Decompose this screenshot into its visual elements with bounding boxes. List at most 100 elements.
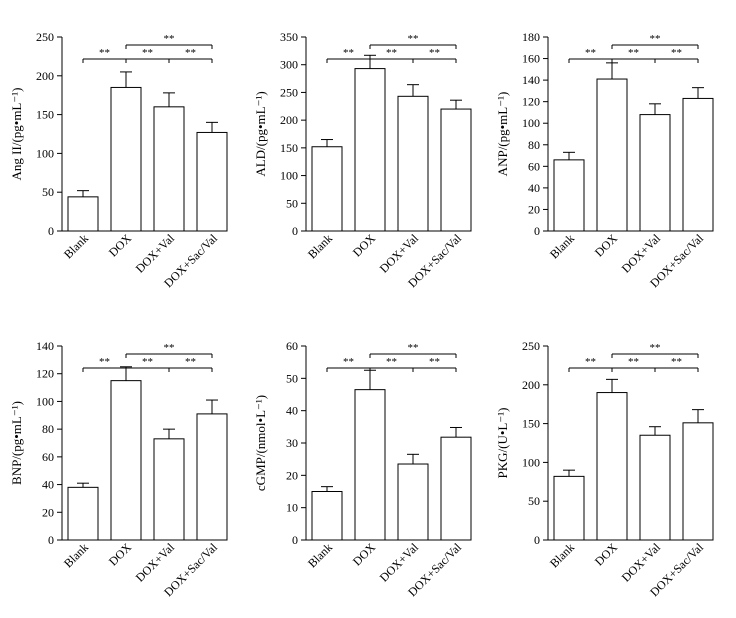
y-tick-label: 150 [36, 108, 54, 122]
significance-label: ** [142, 356, 153, 368]
y-tick-label: 200 [280, 113, 298, 127]
bar [397, 463, 429, 541]
category-label: DOX [350, 231, 379, 260]
significance-label: ** [343, 47, 354, 59]
y-tick-label: 10 [286, 501, 298, 515]
chart-panel-4: 0 20 40 60 80 100 120 140 BNP/(pg•mL⁻¹) Blank DOXD… [9, 339, 228, 599]
y-tick-label: 150 [280, 141, 298, 155]
y-tick-label: 140 [36, 339, 54, 353]
bar [153, 438, 185, 541]
significance-label: ** [185, 47, 196, 59]
y-tick-label: 200 [36, 69, 54, 83]
category-label: DOX [592, 540, 621, 569]
category-label: Blank [305, 540, 335, 570]
y-tick-label: 30 [286, 436, 298, 450]
significance-label: ** [628, 356, 639, 368]
significance-label: ** [585, 47, 596, 59]
bar [639, 114, 671, 232]
bar [440, 108, 472, 232]
y-axis-title: PKG/(U•L⁻¹) [495, 408, 510, 479]
bar [682, 422, 714, 541]
y-tick-label: 0 [292, 224, 298, 238]
y-tick-label: 100 [522, 116, 540, 130]
significance-label: ** [650, 342, 661, 354]
significance-label: ** [164, 342, 175, 354]
y-tick-label: 20 [286, 468, 298, 482]
category-label: DOX+Val [377, 231, 422, 276]
bar [311, 491, 343, 541]
significance-label: ** [99, 356, 110, 368]
y-tick-label: 250 [36, 30, 54, 44]
bar [153, 106, 185, 232]
y-tick-label: 100 [280, 169, 298, 183]
category-label: Blank [61, 231, 91, 261]
y-tick-label: 60 [42, 450, 54, 464]
category-label: DOX+Val [377, 540, 422, 585]
category-label: Blank [61, 540, 91, 570]
significance-label: ** [386, 356, 397, 368]
y-tick-label: 50 [528, 494, 540, 508]
y-axis-title: ANP/(pg•mL⁻¹) [495, 92, 510, 177]
significance-label: ** [408, 33, 419, 45]
y-axis-title: ALD/(pg•mL⁻¹) [253, 91, 268, 176]
chart-panel-5: 0 10 20 30 40 50 60 cGMP/(nmol•L⁻¹) Blank DOXDOX+… [253, 339, 472, 599]
category-label: DOX [106, 540, 135, 569]
significance-label: ** [671, 47, 682, 59]
y-tick-label: 160 [522, 52, 540, 66]
significance-label: ** [185, 356, 196, 368]
y-tick-label: 120 [36, 367, 54, 381]
bar [440, 436, 472, 541]
y-tick-label: 0 [534, 533, 540, 547]
bar [397, 95, 429, 232]
bar [196, 131, 228, 232]
category-label: DOX [350, 540, 379, 569]
significance-label: ** [386, 47, 397, 59]
bar [110, 86, 142, 232]
bar [596, 392, 628, 541]
bar [311, 146, 343, 232]
y-tick-label: 60 [286, 339, 298, 353]
significance-label: ** [408, 342, 419, 354]
y-tick-label: 80 [42, 422, 54, 436]
y-tick-label: 150 [522, 417, 540, 431]
y-tick-label: 40 [286, 404, 298, 418]
chart-panel-1: 0 50 100 150 200 250 Ang II/(pg•mL⁻¹) Blank DOXD… [9, 30, 228, 290]
y-tick-label: 50 [42, 185, 54, 199]
category-label: DOX [106, 231, 135, 260]
chart-panel-6: 0 50 100 150 200 250 PKG/(U•L⁻¹) Blank DOXDOX+Va… [495, 339, 714, 599]
y-tick-label: 50 [286, 196, 298, 210]
category-label: DOX [592, 231, 621, 260]
significance-label: ** [164, 33, 175, 45]
bar [110, 380, 142, 541]
y-tick-label: 0 [534, 224, 540, 238]
significance-label: ** [429, 356, 440, 368]
y-tick-label: 40 [42, 478, 54, 492]
y-tick-label: 120 [522, 95, 540, 109]
significance-label: ** [671, 356, 682, 368]
category-label: Blank [547, 231, 577, 261]
y-tick-label: 20 [528, 202, 540, 216]
category-label: DOX+Val [133, 540, 178, 585]
y-tick-label: 80 [528, 138, 540, 152]
category-label: DOX+Val [619, 231, 664, 276]
significance-label: ** [142, 47, 153, 59]
chart-panel-3: 0 20 40 60 80 100 120 140 160 180 ANP/(pg•mL⁻¹) Bla… [495, 30, 714, 290]
bar [196, 413, 228, 541]
bar [354, 389, 386, 541]
y-tick-label: 0 [48, 533, 54, 547]
bar [354, 68, 386, 232]
y-tick-label: 250 [280, 85, 298, 99]
y-tick-label: 300 [280, 58, 298, 72]
significance-label: ** [628, 47, 639, 59]
y-tick-label: 250 [522, 339, 540, 353]
y-tick-label: 50 [286, 371, 298, 385]
y-tick-label: 60 [528, 159, 540, 173]
significance-label: ** [343, 356, 354, 368]
bar [682, 97, 714, 232]
significance-label: ** [429, 47, 440, 59]
bar [67, 196, 99, 232]
significance-label: ** [99, 47, 110, 59]
y-tick-label: 180 [522, 30, 540, 44]
y-tick-label: 0 [48, 224, 54, 238]
